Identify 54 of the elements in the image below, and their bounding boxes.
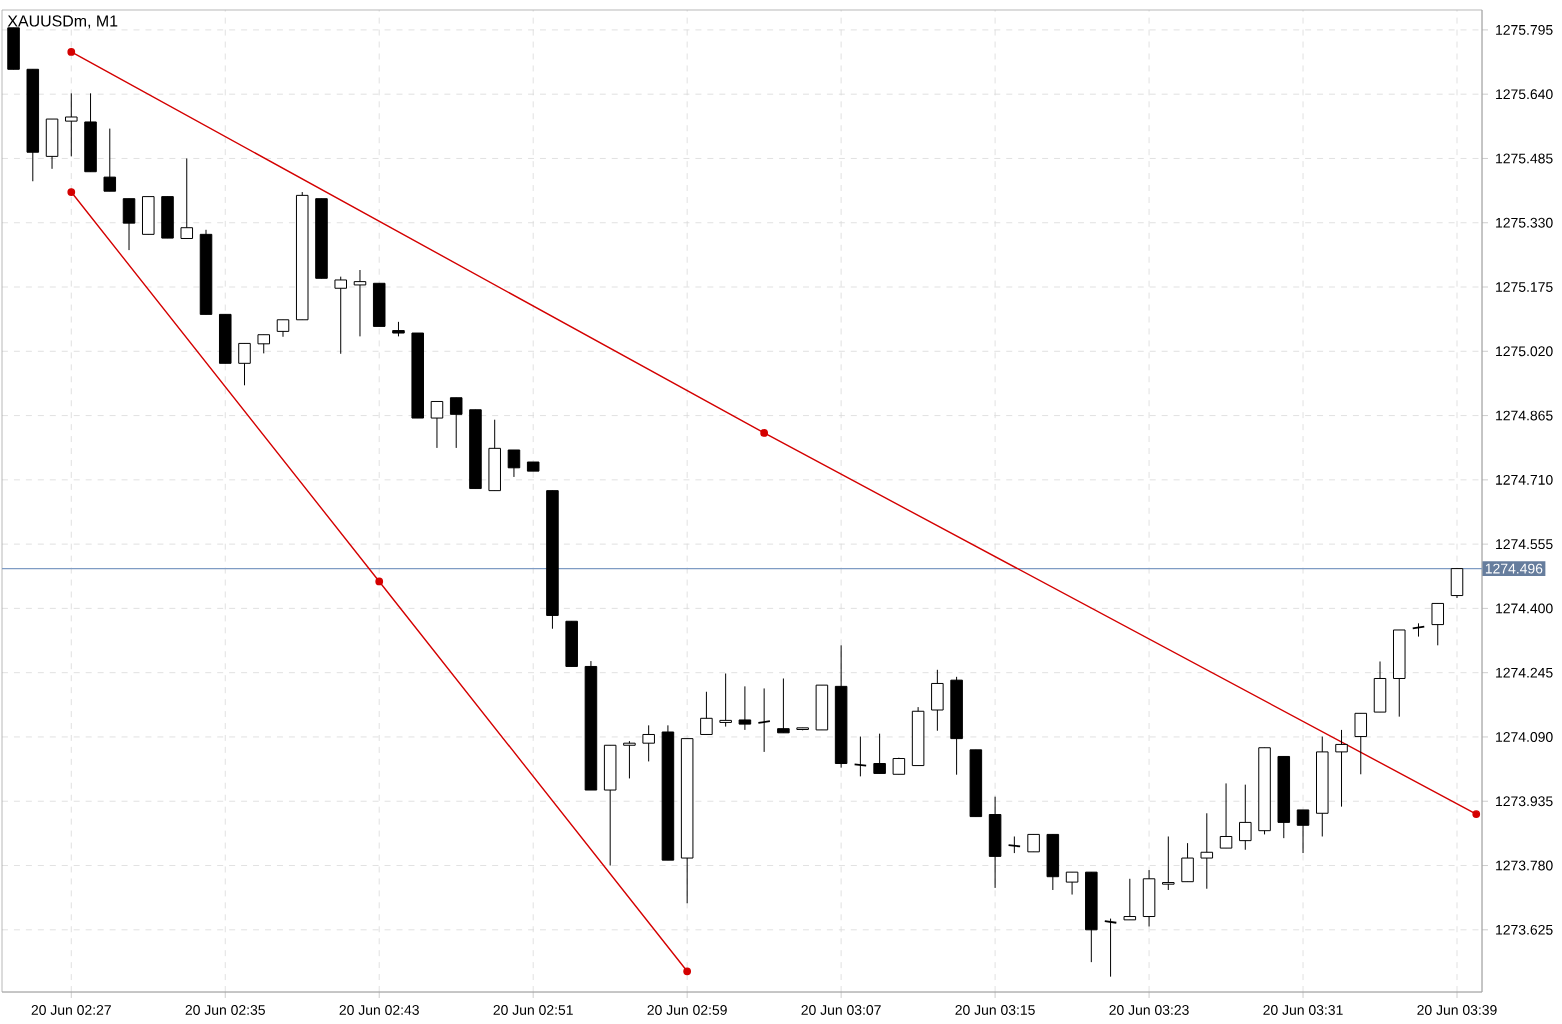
candlestick — [719, 673, 732, 728]
candlestick — [757, 687, 771, 753]
candlestick — [565, 620, 578, 667]
point — [760, 429, 769, 437]
candlestick — [623, 740, 636, 779]
candlestick — [1065, 871, 1079, 896]
candlestick — [372, 282, 386, 327]
candlestick — [642, 724, 655, 762]
candlestick — [931, 669, 944, 732]
candlestick — [141, 196, 155, 235]
candlestick — [1219, 782, 1233, 849]
candlestick — [1200, 812, 1214, 890]
candlestick — [1162, 835, 1175, 891]
candlestick — [1181, 842, 1194, 883]
candlestick — [1296, 809, 1310, 854]
candlestick — [430, 400, 444, 449]
candlestick — [1373, 660, 1387, 713]
candlestick — [1354, 712, 1368, 775]
candlestick — [257, 334, 271, 354]
candlestick — [334, 276, 347, 355]
point — [1472, 810, 1481, 818]
candlestick — [988, 796, 1002, 889]
candlestick — [1450, 568, 1464, 599]
point — [683, 967, 692, 976]
candlestick — [103, 128, 117, 192]
candlestick — [1046, 833, 1060, 891]
candlestick — [65, 92, 78, 157]
candlestick — [122, 198, 136, 251]
candlestick — [353, 269, 367, 337]
point — [67, 47, 76, 56]
candlestick — [449, 397, 463, 449]
candlestick — [1142, 869, 1156, 927]
candlestick — [1103, 918, 1118, 978]
point — [67, 188, 76, 196]
candlestick — [873, 733, 886, 774]
candlestick — [238, 342, 251, 386]
candlestick — [488, 419, 501, 492]
candlestick — [507, 449, 521, 478]
candlestick — [180, 157, 194, 239]
candlestick — [738, 685, 752, 731]
candlestick — [853, 736, 868, 777]
candlestick — [45, 118, 59, 170]
point — [375, 577, 384, 586]
candlestick — [1239, 784, 1252, 851]
candlestick — [7, 27, 20, 70]
candlestick — [1431, 602, 1445, 646]
candlestick — [1411, 622, 1426, 638]
candlestick — [1335, 729, 1348, 808]
candlestick — [1123, 878, 1137, 921]
candlestick — [815, 684, 829, 731]
candlestick — [161, 196, 174, 239]
candlestick — [700, 691, 713, 735]
candlestick — [777, 677, 790, 734]
candlestick — [603, 744, 617, 867]
